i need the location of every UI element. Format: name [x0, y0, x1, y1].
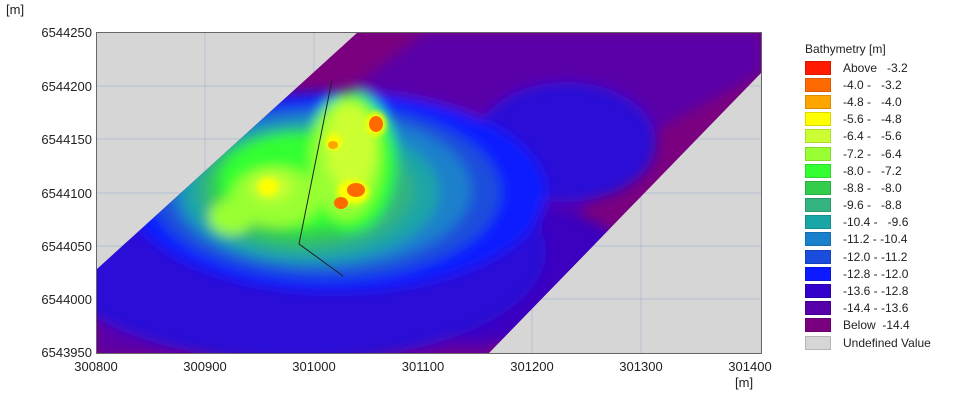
legend-swatch: [805, 77, 831, 92]
legend-label: Above -3.2: [843, 60, 908, 75]
legend-swatch: [805, 215, 831, 230]
legend-item: Below -14.4: [805, 317, 931, 334]
x-tick-label: 301000: [292, 359, 336, 374]
legend-swatch: [805, 266, 831, 281]
x-tick-label: 301200: [510, 359, 554, 374]
y-tick-label: 6544150: [41, 132, 92, 147]
legend-title: Bathymetry [m]: [805, 42, 886, 56]
bathymetry-map[interactable]: [96, 32, 762, 354]
legend-label: -12.8 - -12.0: [843, 266, 909, 281]
legend-swatch: [805, 94, 831, 109]
legend-swatch: [805, 180, 831, 195]
y-tick-label: 6544250: [41, 25, 92, 40]
x-tick-label: 301300: [619, 359, 663, 374]
legend-swatch: [805, 249, 831, 264]
legend-swatch: [805, 198, 831, 213]
legend-items: Above -3.2 -4.0 - -3.2 -4.8 - -4.0 -5.6 - -…: [805, 59, 931, 351]
x-tick-label: 300900: [183, 359, 227, 374]
shoal-patch: [328, 141, 338, 149]
legend-label: -8.0 - -7.2: [843, 163, 902, 178]
bathymetry-field: [96, 32, 762, 354]
legend-item: -9.6 - -8.8: [805, 197, 931, 214]
legend-swatch: [805, 146, 831, 161]
legend: Bathymetry [m] Above -3.2 -4.0 - -3.2 -4.8…: [805, 42, 931, 351]
y-tick-label: 6544000: [41, 292, 92, 307]
plot-frame: [96, 32, 762, 354]
legend-item: -12.8 - -12.0: [805, 265, 931, 282]
legend-label: -5.6 - -4.8: [843, 112, 902, 127]
y-tick-label: 6544050: [41, 239, 92, 254]
legend-swatch: [805, 163, 831, 178]
legend-swatch: [805, 335, 831, 350]
legend-label: -4.0 - -3.2: [843, 77, 902, 92]
legend-item: -5.6 - -4.8: [805, 111, 931, 128]
shoal-patch: [347, 183, 365, 197]
legend-label: -14.4 - -13.6: [843, 301, 909, 316]
legend-item: Above -3.2: [805, 59, 931, 76]
legend-swatch: [805, 112, 831, 127]
y-tick-label: 6544100: [41, 186, 92, 201]
legend-item: -10.4 - -9.6: [805, 214, 931, 231]
x-tick-label: 300800: [74, 359, 118, 374]
legend-item: -14.4 - -13.6: [805, 300, 931, 317]
legend-item: -4.0 - -3.2: [805, 76, 931, 93]
legend-swatch: [805, 232, 831, 247]
legend-label: -6.4 - -5.6: [843, 129, 902, 144]
legend-item: -11.2 - -10.4: [805, 231, 931, 248]
x-tick-label: 301100: [401, 359, 445, 374]
survey-outline: [298, 79, 344, 277]
legend-item: -8.8 - -8.0: [805, 179, 931, 196]
legend-label: -8.8 - -8.0: [843, 180, 902, 195]
legend-label: -9.6 - -8.8: [843, 198, 902, 213]
shoal-patch: [334, 197, 348, 209]
shoal-patch: [369, 116, 383, 132]
legend-label: -7.2 - -6.4: [843, 146, 902, 161]
legend-swatch: [805, 284, 831, 299]
legend-item: -7.2 - -6.4: [805, 145, 931, 162]
legend-label: Below -14.4: [843, 318, 910, 333]
legend-label: -4.8 - -4.0: [843, 94, 902, 109]
legend-swatch: [805, 60, 831, 75]
legend-swatch: [805, 318, 831, 333]
legend-item: -6.4 - -5.6: [805, 128, 931, 145]
legend-label: -10.4 - -9.6: [843, 215, 909, 230]
legend-label: -12.0 - -11.2: [843, 249, 908, 264]
legend-label: -11.2 - -10.4: [843, 232, 908, 247]
x-tick-label: 301400: [728, 359, 772, 374]
y-tick-label: 6543950: [41, 345, 92, 360]
legend-swatch: [805, 301, 831, 316]
y-axis-unit: [m]: [6, 2, 25, 17]
legend-label: Undefined Value: [843, 335, 931, 350]
legend-item: -4.8 - -4.0: [805, 93, 931, 110]
x-axis-unit: [m]: [735, 375, 754, 390]
legend-item: -12.0 - -11.2: [805, 248, 931, 265]
legend-swatch: [805, 129, 831, 144]
legend-label: -13.6 - -12.8: [843, 284, 909, 299]
legend-item: Undefined Value: [805, 334, 931, 351]
legend-item: -8.0 - -7.2: [805, 162, 931, 179]
y-tick-label: 6544200: [41, 79, 92, 94]
legend-item: -13.6 - -12.8: [805, 282, 931, 299]
